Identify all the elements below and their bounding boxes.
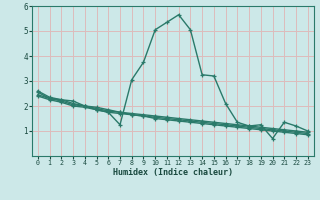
X-axis label: Humidex (Indice chaleur): Humidex (Indice chaleur) [113, 168, 233, 177]
